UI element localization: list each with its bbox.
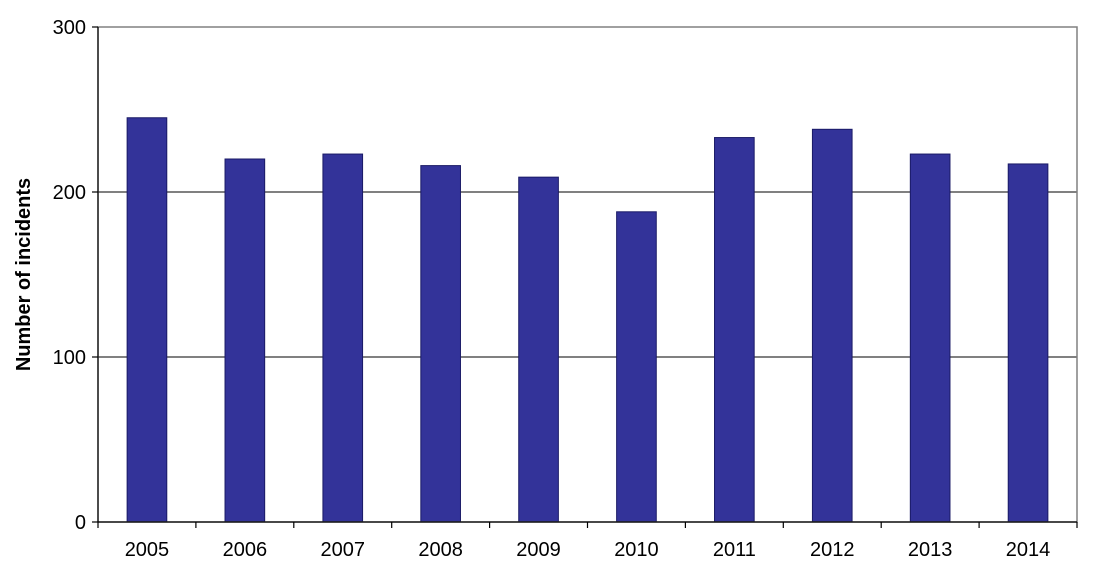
bar-2009 [518, 176, 559, 523]
bar-2006 [224, 158, 266, 523]
y-axis-ticks: 0 100 200 300 [53, 17, 98, 534]
x-tick-label: 2007 [321, 539, 366, 561]
x-tick-label: 2009 [516, 539, 561, 561]
y-tick-label: 300 [53, 17, 86, 39]
bar-2011 [714, 137, 755, 523]
x-tick-label: 2010 [614, 539, 659, 561]
bar-2013 [909, 153, 951, 523]
bars [126, 117, 1049, 523]
x-tick-label: 2008 [418, 539, 463, 561]
bar-2012 [811, 128, 853, 523]
bar-2014 [1007, 163, 1049, 523]
x-axis-ticks: 2005 2006 2007 2008 2009 2010 2011 2012 2013 2014 [97, 522, 1078, 561]
x-tick-label: 2006 [223, 539, 268, 561]
bar-2005 [126, 117, 168, 523]
x-tick-label: 2011 [713, 539, 756, 561]
x-tick-label: 2005 [125, 539, 170, 561]
bar-2008 [420, 165, 461, 523]
y-axis-label: Number of incidents [13, 178, 35, 371]
x-tick-label: 2014 [1006, 539, 1051, 561]
y-tick-label: 200 [53, 182, 86, 204]
x-tick-label: 2012 [810, 539, 855, 561]
y-tick-label: 100 [53, 347, 86, 369]
y-tick-label: 0 [75, 512, 86, 534]
bar-2010 [616, 211, 657, 523]
bar-2007 [322, 153, 364, 523]
x-tick-label: 2013 [908, 539, 953, 561]
